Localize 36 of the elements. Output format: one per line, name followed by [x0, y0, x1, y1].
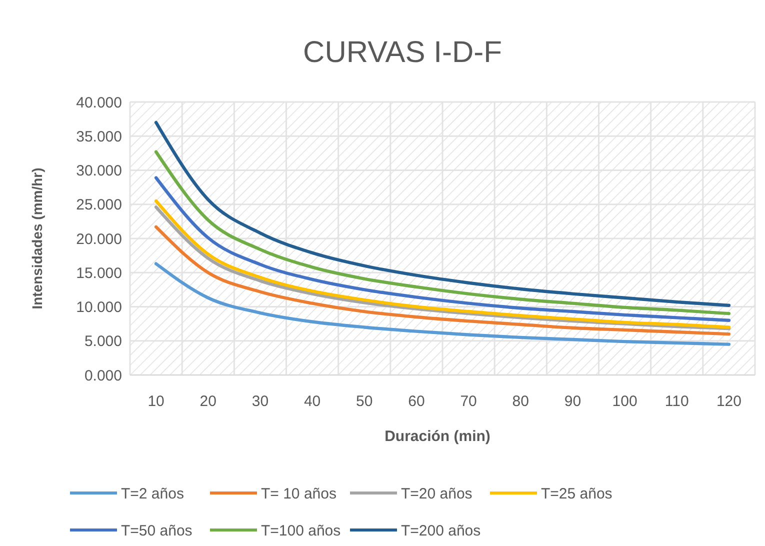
y-tick-label: 0.000 [84, 367, 122, 384]
x-tick-label: 60 [408, 393, 425, 410]
y-tick-label: 20.000 [76, 230, 122, 248]
y-tick-label: 30.000 [76, 162, 122, 180]
x-tick-label: 30 [252, 393, 269, 410]
y-axis-title: Intensidades (mm/hr) [29, 168, 45, 310]
legend-label: T=50 años [121, 522, 192, 540]
line-series [154, 176, 731, 322]
y-tick-label: 10.000 [76, 299, 122, 316]
legend-label: T=200 años [401, 522, 481, 540]
line-series [154, 225, 731, 336]
y-tick-label: 25.000 [76, 196, 122, 214]
line-series [154, 120, 731, 307]
y-tick-label: 35.000 [76, 128, 122, 146]
line-series [154, 150, 731, 316]
x-axis-title: Duración (min) [384, 428, 490, 445]
line-series [154, 262, 731, 346]
x-tick-label: 90 [564, 393, 582, 410]
x-tick-label: 120 [716, 393, 742, 410]
x-tick-label: 50 [356, 393, 373, 410]
x-tick-label: 40 [304, 393, 321, 410]
legend-label: T=20 años [401, 485, 472, 502]
x-tick-label: 10 [148, 393, 164, 410]
y-tick-label: 40.000 [76, 94, 122, 112]
chart-title: CURVAS I-D-F [303, 36, 502, 69]
legend-label: T=2 años [121, 485, 184, 502]
legend-label: T=25 años [541, 485, 612, 502]
y-tick-label: 15.000 [76, 264, 122, 282]
x-tick-label: 100 [612, 393, 638, 410]
x-tick-label: 80 [512, 393, 529, 410]
x-tick-label: 70 [460, 393, 477, 410]
x-tick-label: 20 [200, 393, 216, 410]
x-tick-label: 110 [664, 393, 689, 410]
y-tick-label: 5.000 [84, 333, 122, 350]
legend-label: T= 10 años [261, 485, 336, 502]
legend-label: T=100 años [261, 522, 341, 540]
